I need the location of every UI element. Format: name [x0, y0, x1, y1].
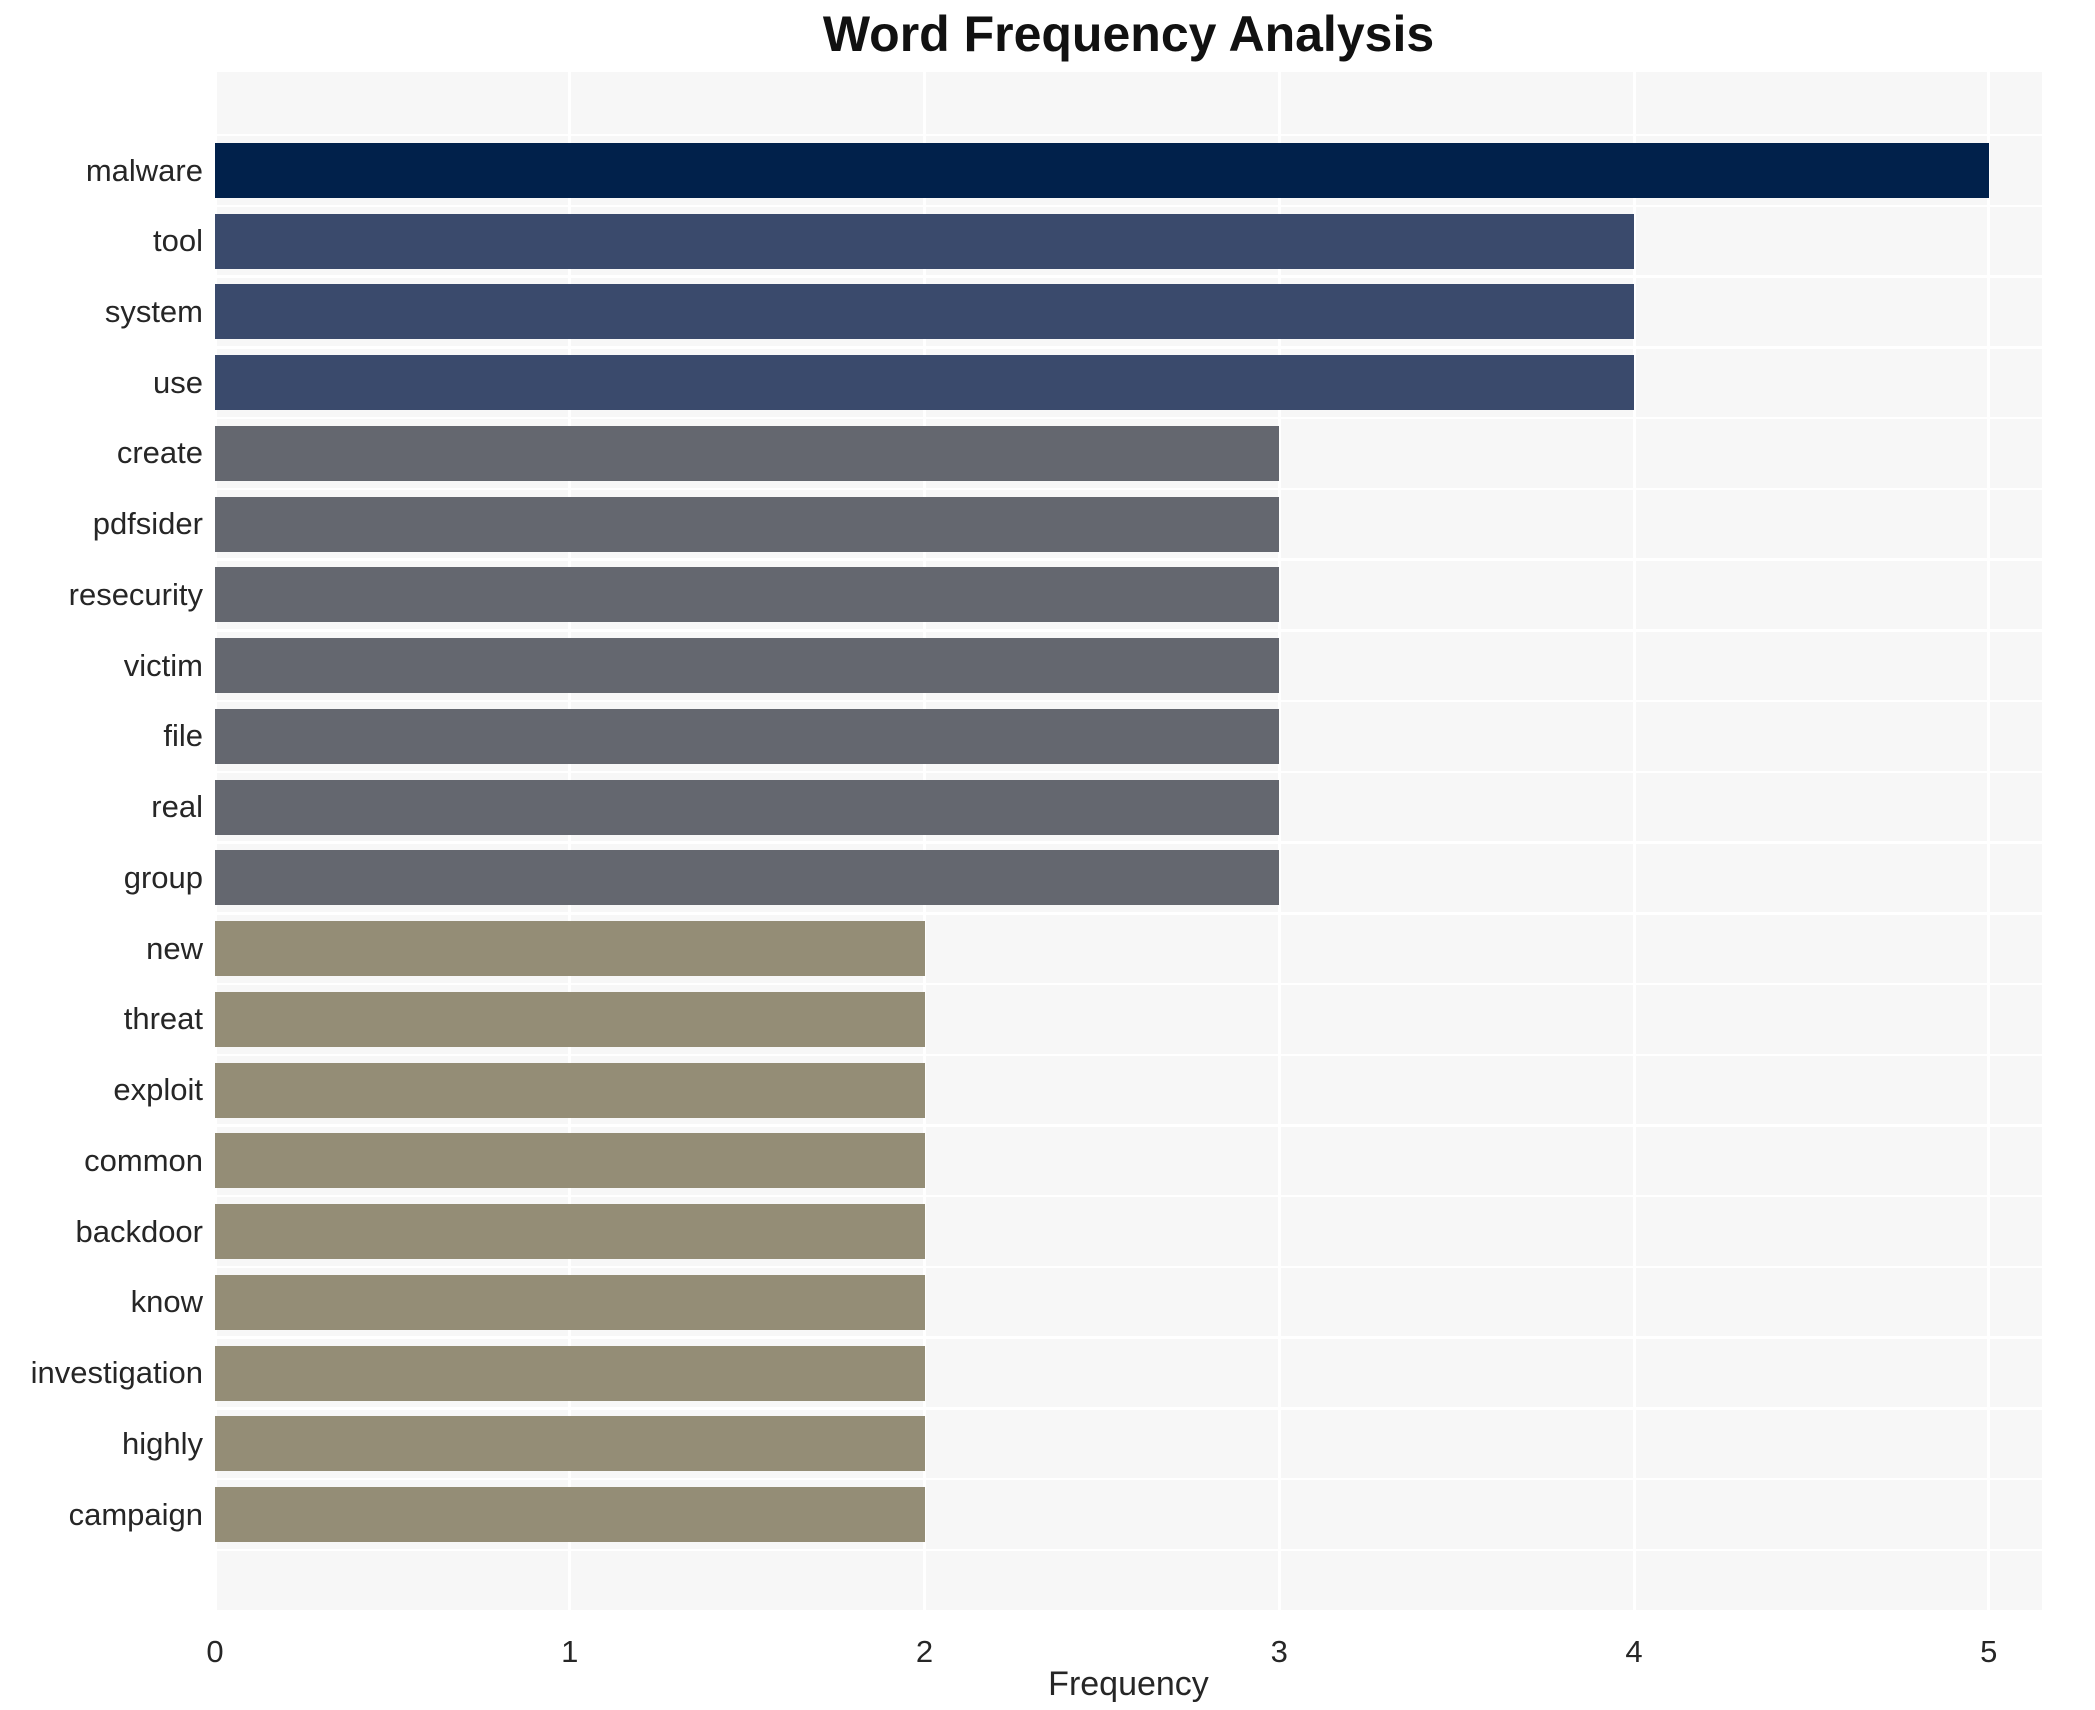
bar-highly [215, 1416, 925, 1472]
bar-threat [215, 991, 925, 1047]
y-label-group: group [123, 859, 203, 895]
bar-common [215, 1133, 925, 1189]
gridline-vertical [215, 72, 217, 1610]
bar-investigation [215, 1345, 925, 1401]
chart-title: Word Frequency Analysis [822, 6, 1435, 62]
gridline-horizontal [215, 1053, 2042, 1056]
bar-system [215, 284, 1635, 340]
gridline-horizontal [215, 487, 2042, 491]
gridline-horizontal [215, 912, 2042, 915]
plot-area [215, 72, 2042, 1610]
bar-tool [215, 213, 1635, 269]
gridline-vertical [1632, 72, 1636, 1610]
x-tick-0: 0 [206, 1634, 224, 1669]
bar-create [215, 425, 1280, 481]
y-label-exploit: exploit [113, 1072, 203, 1108]
bar-pdfsider [215, 496, 1280, 552]
gridline-horizontal [215, 699, 2042, 703]
bar-backdoor [215, 1204, 925, 1260]
y-label-investigation: investigation [30, 1355, 203, 1391]
gridline-vertical [1277, 72, 1281, 1610]
gridline-vertical [923, 72, 926, 1610]
bar-exploit [215, 1062, 925, 1118]
gridline-horizontal [215, 770, 2042, 774]
gridline-horizontal [215, 629, 2042, 632]
y-label-tool: tool [153, 223, 203, 259]
y-label-system: system [104, 293, 203, 329]
y-label-pdfsider: pdfsider [92, 506, 203, 542]
bar-malware [215, 143, 1989, 198]
y-label-malware: malware [85, 152, 203, 188]
gridline-horizontal [215, 841, 2042, 844]
gridline-horizontal [215, 275, 2042, 278]
gridline-horizontal [215, 1265, 2042, 1269]
y-label-resecurity: resecurity [68, 576, 203, 612]
gridline-vertical [1987, 72, 1991, 1610]
x-tick-2: 2 [915, 1634, 934, 1669]
gridline-horizontal [215, 204, 2042, 208]
gridline-horizontal [215, 982, 2042, 986]
y-label-use: use [153, 364, 203, 400]
gridline-horizontal [215, 1477, 2042, 1481]
x-tick-3: 3 [1270, 1634, 1288, 1669]
y-label-common: common [84, 1142, 203, 1178]
y-label-victim: victim [123, 647, 203, 683]
gridline-horizontal [215, 1194, 2042, 1198]
y-label-real: real [151, 789, 203, 825]
gridline-horizontal [215, 1407, 2042, 1410]
bar-group [215, 850, 1280, 906]
gridline-horizontal [215, 133, 2042, 137]
gridline-horizontal [215, 1548, 2042, 1552]
y-label-threat: threat [123, 1001, 203, 1037]
bar-victim [215, 638, 1280, 694]
y-label-backdoor: backdoor [75, 1213, 203, 1249]
bar-use [215, 355, 1635, 411]
bar-real [215, 779, 1280, 835]
bar-file [215, 708, 1280, 764]
gridline-horizontal [215, 558, 2042, 561]
gridline-vertical [568, 72, 572, 1610]
bar-know [215, 1274, 925, 1330]
x-tick-5: 5 [1980, 1634, 1998, 1669]
x-tick-4: 4 [1625, 1634, 1643, 1669]
y-label-new: new [146, 930, 203, 966]
gridline-horizontal [215, 346, 2042, 349]
y-label-create: create [116, 435, 203, 471]
gridline-horizontal [215, 1336, 2042, 1339]
y-label-file: file [163, 718, 203, 754]
y-label-campaign: campaign [68, 1496, 203, 1532]
gridline-horizontal [215, 1124, 2042, 1127]
bar-campaign [215, 1487, 925, 1543]
bar-new [215, 921, 925, 977]
y-label-know: know [130, 1284, 203, 1320]
x-axis-label: Frequency [1048, 1665, 1209, 1703]
bar-resecurity [215, 567, 1280, 623]
x-tick-1: 1 [561, 1634, 579, 1669]
y-label-highly: highly [122, 1425, 203, 1461]
gridline-horizontal [215, 416, 2042, 420]
